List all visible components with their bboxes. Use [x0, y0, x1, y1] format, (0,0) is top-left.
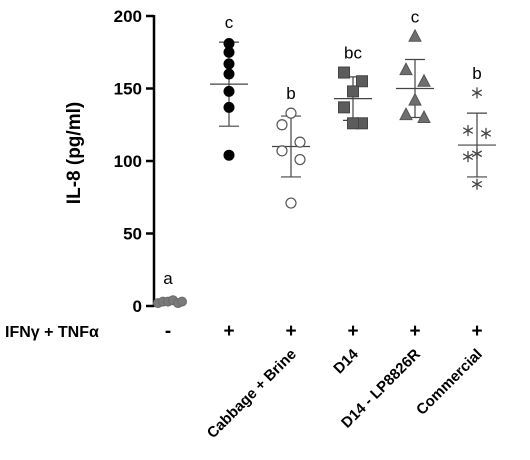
data-point	[294, 136, 306, 148]
data-point	[223, 58, 235, 70]
y-tick-label: 50	[123, 225, 142, 244]
category-label: Commercial	[413, 346, 486, 419]
treatment-sign: +	[409, 321, 420, 342]
category-label: Cabbage + Brine	[204, 346, 300, 442]
data-point	[223, 101, 235, 113]
y-axis-title: IL-8 (pg/ml)	[64, 102, 85, 204]
y-tick-label: 100	[114, 152, 142, 171]
data-point	[408, 92, 422, 106]
data-point	[276, 145, 288, 157]
data-point	[338, 66, 350, 79]
y-tick-label: 150	[114, 80, 142, 99]
data-point	[294, 153, 306, 166]
data-point	[347, 85, 359, 98]
category-label: D14	[330, 345, 362, 377]
significance-letter: c	[411, 7, 420, 26]
data-point	[223, 46, 235, 58]
treatment-sign: +	[223, 321, 234, 342]
treatment-row-label: IFNγ + TNFα	[5, 324, 99, 341]
asterisk-stroke	[480, 130, 492, 137]
significance-letter: bc	[344, 44, 362, 63]
treatment-sign: +	[285, 321, 296, 342]
data-point	[408, 28, 422, 42]
significance-letter: b	[472, 64, 481, 83]
significance-letter: c	[225, 13, 234, 32]
asterisk-stroke	[462, 153, 474, 160]
data-point	[471, 178, 483, 190]
data-point	[223, 85, 235, 97]
data-point	[338, 101, 350, 114]
asterisk-stroke	[462, 127, 474, 134]
data-point	[399, 107, 413, 121]
data-point	[276, 119, 288, 131]
data-point	[471, 148, 483, 160]
asterisk-stroke	[471, 150, 483, 157]
y-tick-label: 200	[114, 7, 142, 26]
treatment-sign: +	[347, 321, 358, 342]
data-point	[223, 68, 235, 80]
data-point	[399, 62, 413, 76]
treatment-sign: -	[165, 321, 171, 342]
data-point	[285, 197, 297, 209]
data-point	[417, 109, 431, 123]
data-point	[223, 149, 235, 161]
data-point	[285, 107, 297, 119]
data-point	[417, 73, 431, 87]
data-point	[462, 150, 474, 163]
data-point	[356, 75, 368, 88]
data-point	[462, 124, 474, 137]
treatment-sign: +	[471, 321, 482, 342]
data-point	[471, 87, 483, 99]
data-point	[177, 296, 187, 307]
significance-letter: b	[286, 84, 295, 103]
asterisk-stroke	[471, 181, 483, 188]
data-point	[347, 117, 359, 130]
significance-letter: a	[163, 269, 173, 288]
y-tick-label: 0	[133, 297, 142, 316]
asterisk-stroke	[471, 89, 483, 96]
data-point	[480, 127, 492, 140]
